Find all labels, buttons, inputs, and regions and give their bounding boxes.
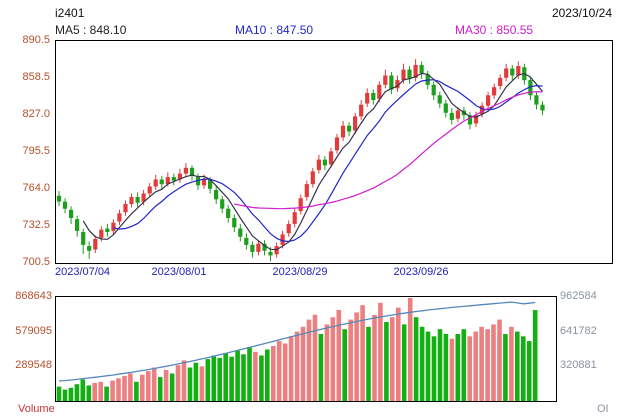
date-axis-label: 2023/08/01 xyxy=(151,266,207,278)
candlestick-chart[interactable] xyxy=(55,40,613,264)
price-axis-label: 827.0 xyxy=(22,108,50,120)
contract-symbol: i2401 xyxy=(55,6,85,20)
price-axis-label: 890.5 xyxy=(22,34,50,46)
volume-plot[interactable] xyxy=(56,297,556,401)
ma10-value: MA10 : 847.50 xyxy=(235,23,314,37)
ma30-value: MA30 : 850.55 xyxy=(455,23,534,37)
volume-axis-label: 579095 xyxy=(15,325,52,337)
volume-chart[interactable] xyxy=(55,296,557,402)
date-axis-label: 2023/08/29 xyxy=(272,266,328,278)
oi-axis-label: 641782 xyxy=(560,325,597,337)
price-axis-label: 858.5 xyxy=(22,71,50,83)
date-axis-label: 2023/07/04 xyxy=(55,266,111,278)
oi-axis-label: 962584 xyxy=(560,290,597,302)
candlestick-plot[interactable] xyxy=(56,41,612,263)
oi-axis-label: 320881 xyxy=(560,359,597,371)
price-axis-label: 700.5 xyxy=(22,256,50,268)
volume-axis-label: 289548 xyxy=(15,359,52,371)
oi-pane-label: OI xyxy=(597,403,609,415)
volume-axis-label: 868643 xyxy=(15,290,52,302)
ma5-value: MA5 : 848.10 xyxy=(55,23,127,37)
volume-pane-label: Volume xyxy=(18,403,55,415)
current-date: 2023/10/24 xyxy=(551,6,612,20)
price-axis-label: 795.5 xyxy=(22,145,50,157)
price-axis-label: 732.5 xyxy=(22,219,50,231)
price-axis-label: 764.0 xyxy=(22,182,50,194)
date-axis-label: 2023/09/26 xyxy=(393,266,449,278)
